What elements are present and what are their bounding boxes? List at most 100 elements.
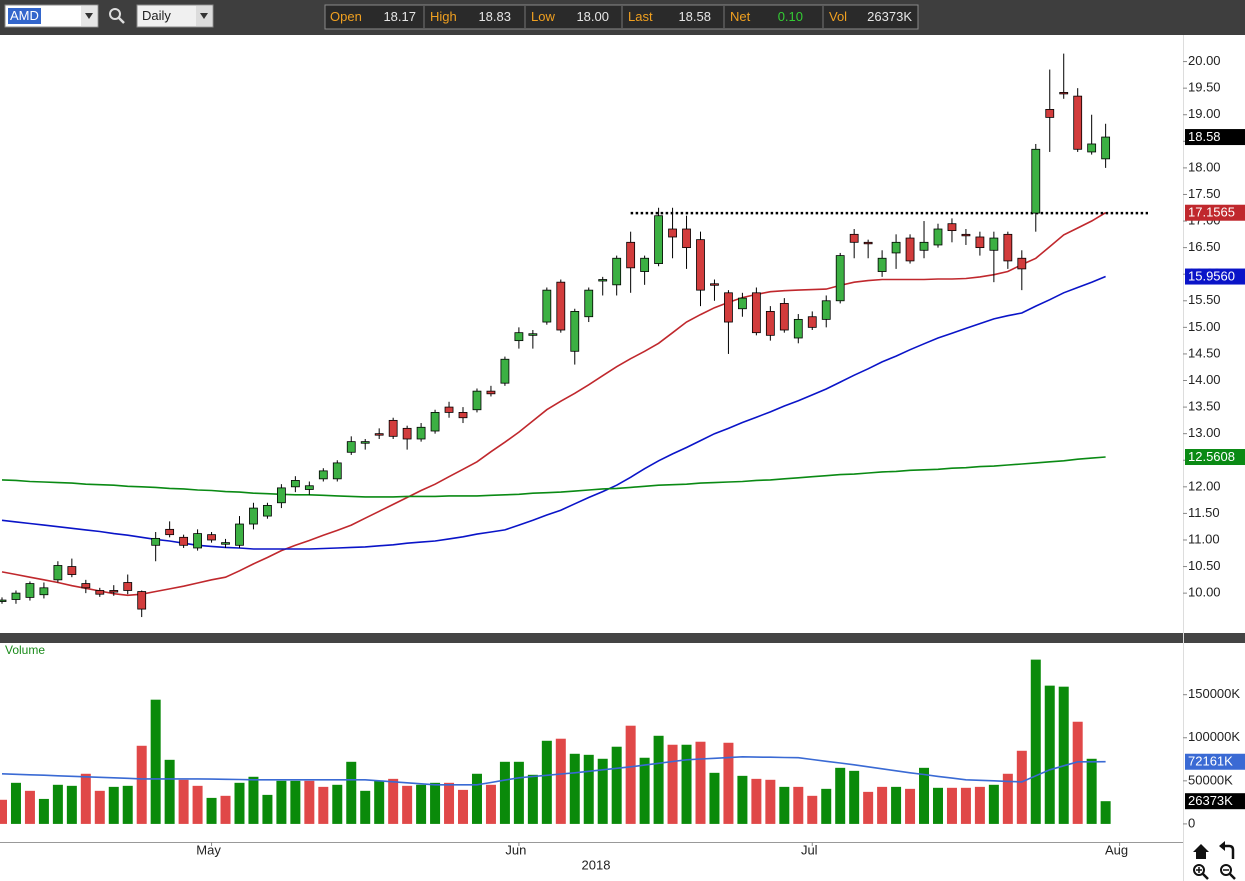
volume-bar (499, 761, 510, 824)
moving-average (1, 456, 1106, 498)
y-tick-label: 19.50 (1188, 80, 1221, 95)
volume-bar (108, 786, 119, 824)
candle-body (290, 480, 300, 488)
y-tick-label: 14.50 (1188, 345, 1221, 360)
quote-value: 26373K (867, 9, 912, 24)
candle-body (863, 241, 873, 245)
interval-select[interactable] (136, 4, 214, 28)
volume-bar (444, 782, 455, 824)
candle-body (123, 582, 133, 591)
volume-bar (234, 782, 245, 824)
quote-value: 0.10 (778, 9, 803, 24)
volume-bar (374, 780, 385, 824)
candle-body (542, 289, 552, 323)
axis-tag (1185, 129, 1245, 146)
axis-tag-label: 15.9560 (1188, 268, 1235, 283)
candle-body (975, 236, 985, 249)
candle-body (947, 223, 957, 232)
volume-bar (779, 786, 790, 824)
volume-plot (0, 659, 1111, 824)
volume-bar (192, 785, 203, 824)
volume-bar (681, 744, 692, 824)
volume-bar (835, 767, 846, 824)
axis-tag-label: 72161K (1188, 754, 1233, 769)
volume-bar (695, 741, 706, 824)
candle-body (1045, 109, 1055, 118)
candle-body (207, 534, 216, 541)
quote-label: Net (730, 9, 751, 24)
volume-bar (625, 725, 636, 824)
candle-body (360, 441, 370, 444)
volume-bar (136, 745, 147, 824)
volume-bar (458, 789, 469, 824)
y-tick-label: 17.50 (1188, 186, 1221, 201)
y-tick-label: 12.00 (1188, 478, 1221, 493)
candle-body (332, 462, 342, 480)
candle-body (751, 292, 761, 334)
volume-bar (905, 788, 916, 824)
y-tick-label: 14.00 (1188, 372, 1221, 387)
candle-body (989, 237, 999, 251)
zoom-in-button[interactable] (1193, 864, 1209, 880)
y-tick-label: 19.00 (1188, 106, 1221, 121)
candle-body (0, 599, 7, 602)
zoom-in-lens (1193, 864, 1205, 876)
candle-body (807, 316, 817, 328)
volume-bar (877, 786, 888, 824)
volume-bar (24, 790, 35, 824)
y-tick-label: 100000K (1188, 729, 1240, 744)
volume-bar (94, 790, 105, 824)
axis-tag (1185, 449, 1245, 466)
volume-bar (513, 761, 524, 824)
volume-bar (1100, 801, 1111, 824)
back-button[interactable] (1219, 841, 1235, 859)
volume-bar (0, 799, 7, 824)
candle-body (584, 289, 594, 318)
x-tick-label: May (196, 842, 221, 857)
volume-bar (737, 775, 748, 824)
candle-body (556, 281, 566, 331)
quote-value: 18.58 (678, 9, 711, 24)
candle-body (486, 390, 496, 395)
candle-body (626, 241, 636, 269)
candle-body (500, 358, 510, 384)
volume-bar (709, 772, 720, 824)
volume-bar (1002, 773, 1013, 824)
candle-body (738, 297, 747, 310)
candle-body (1017, 257, 1027, 270)
candle-body (640, 257, 650, 272)
volume-bar (402, 785, 413, 824)
candle-body (779, 303, 789, 331)
volume-bar (1016, 750, 1027, 824)
axis-tag (1185, 753, 1245, 770)
volume-bar (122, 785, 133, 824)
search-icon[interactable] (109, 8, 125, 24)
home-button[interactable] (1193, 844, 1209, 859)
candle-body (346, 441, 356, 453)
zoom-out-button[interactable] (1220, 864, 1236, 880)
volume-bar (485, 784, 496, 824)
candle-body (668, 228, 677, 238)
axis-tag-label: 26373K (1188, 793, 1233, 808)
volume-bar (541, 740, 552, 824)
quote-value: 18.83 (478, 9, 511, 24)
panel-separator (0, 633, 1245, 643)
volume-bar (80, 773, 91, 824)
candle-body (472, 390, 482, 411)
volume-bar (583, 754, 594, 824)
volume-bar (597, 758, 608, 824)
y-tick-label: 11.50 (1188, 505, 1220, 520)
candle-body (276, 487, 286, 504)
volume-bar (765, 779, 776, 824)
zoom-out-lens (1220, 864, 1232, 876)
candle-body (263, 505, 272, 517)
volume-bar (38, 798, 49, 824)
search-lens (109, 8, 121, 20)
quote-label: Low (531, 9, 555, 24)
candle-body (877, 257, 887, 272)
volume-bar (1044, 685, 1055, 824)
axis-tag (1185, 793, 1245, 810)
candle-body (39, 587, 49, 596)
y-tick-label: 16.50 (1188, 239, 1221, 254)
